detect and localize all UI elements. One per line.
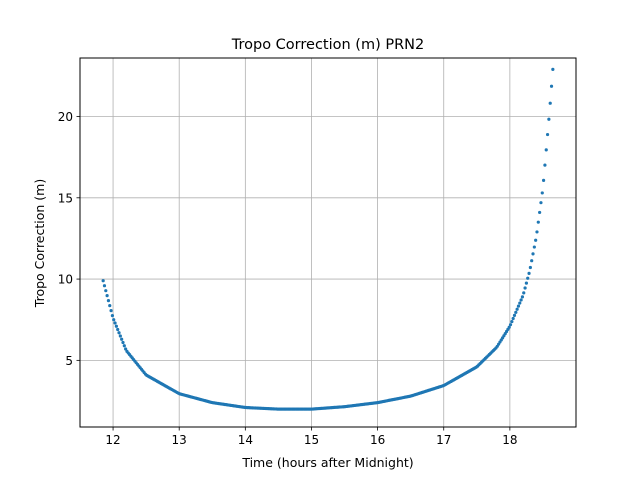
x-tick-label: 18 (502, 433, 517, 447)
data-point (527, 271, 531, 275)
data-point (551, 67, 555, 71)
data-point (522, 291, 526, 295)
y-tick-label: 15 (58, 191, 73, 205)
data-point (535, 230, 539, 234)
data-point (122, 344, 126, 348)
data-point (108, 304, 112, 308)
data-point (113, 321, 117, 325)
data-point (539, 201, 543, 205)
data-point (110, 314, 115, 318)
data-points (101, 67, 555, 411)
data-point (112, 318, 116, 322)
data-point (101, 279, 105, 283)
data-point (532, 245, 536, 249)
data-point (543, 163, 547, 167)
y-tick-label: 20 (58, 110, 73, 124)
data-point (538, 210, 542, 215)
data-point (545, 132, 550, 137)
data-point (514, 310, 518, 314)
y-tick-label: 10 (58, 273, 73, 287)
data-point (536, 220, 540, 224)
data-point (548, 101, 552, 105)
data-point (507, 325, 511, 329)
x-tick-label: 15 (304, 433, 319, 447)
data-point (109, 309, 113, 313)
data-point (120, 337, 124, 341)
x-tick-label: 16 (370, 433, 385, 447)
data-point (528, 265, 532, 270)
x-tick-label: 17 (436, 433, 451, 447)
data-point (544, 148, 548, 152)
data-point (520, 295, 525, 299)
data-point (531, 252, 535, 256)
data-point (530, 259, 534, 263)
data-point (105, 294, 109, 298)
plot-frame (79, 57, 577, 428)
data-point (526, 276, 530, 280)
data-point (106, 299, 111, 303)
data-point (541, 178, 546, 182)
data-point (519, 298, 523, 302)
data-point (510, 319, 514, 324)
x-tick-label: 13 (172, 433, 187, 447)
grid-lines (80, 58, 576, 427)
data-point (523, 286, 527, 290)
data-point (516, 304, 521, 308)
data-point (524, 281, 529, 285)
x-axis-label: Time (hours after Midnight) (241, 455, 413, 470)
data-point (511, 316, 515, 321)
data-point (512, 313, 517, 318)
data-point (547, 117, 551, 121)
chart-title: Tropo Correction (m) PRN2 (231, 37, 425, 53)
data-point (102, 284, 107, 288)
data-point (518, 301, 522, 305)
data-point (540, 191, 544, 195)
y-axis-label: Tropo Correction (m) (32, 179, 47, 308)
y-tick-label: 5 (65, 354, 73, 368)
data-point (124, 347, 128, 351)
x-tick-label: 14 (238, 433, 253, 447)
data-point (121, 340, 125, 345)
data-point (534, 238, 538, 242)
data-point (515, 307, 519, 311)
data-point (118, 334, 122, 338)
x-tick-label: 12 (105, 433, 120, 447)
data-point (104, 289, 108, 293)
data-point (116, 327, 120, 332)
data-point (549, 84, 554, 88)
data-point (114, 324, 118, 328)
data-point (117, 331, 121, 335)
data-point (508, 323, 513, 327)
axis-ticks: 12 13 14 15 16 17 18 5 10 15 20 (58, 110, 518, 447)
